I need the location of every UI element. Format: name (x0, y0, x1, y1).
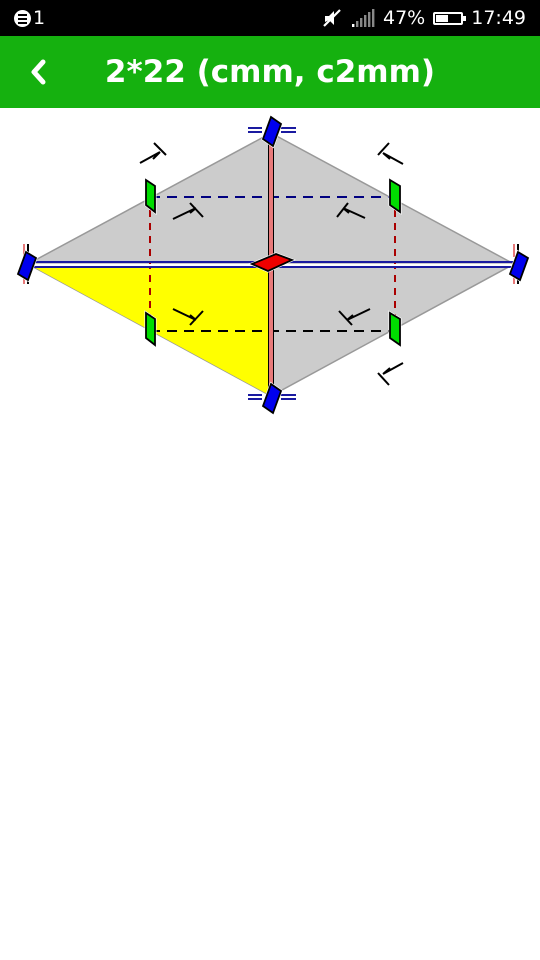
mute-icon (323, 9, 341, 27)
app-bar: 2*22 (cmm, c2mm) (0, 36, 540, 108)
battery-percent: 47% (383, 7, 426, 29)
motif-marks (139, 142, 404, 386)
page-title: 2*22 (cmm, c2mm) (104, 54, 436, 90)
battery-icon (433, 11, 467, 25)
status-right: 47% 17:49 (313, 6, 526, 30)
rotation-centers (16, 114, 530, 416)
back-button[interactable] (14, 46, 62, 98)
signal-icon (352, 9, 375, 27)
clock: 17:49 (471, 7, 526, 29)
notification-indicator: 1 (14, 8, 45, 28)
notification-count: 1 (33, 7, 46, 29)
symmetry-diagram (16, 114, 530, 416)
status-bar: 1 47% 17:49 (0, 0, 540, 36)
notification-icon (14, 9, 31, 27)
back-chevron-icon (31, 59, 46, 85)
